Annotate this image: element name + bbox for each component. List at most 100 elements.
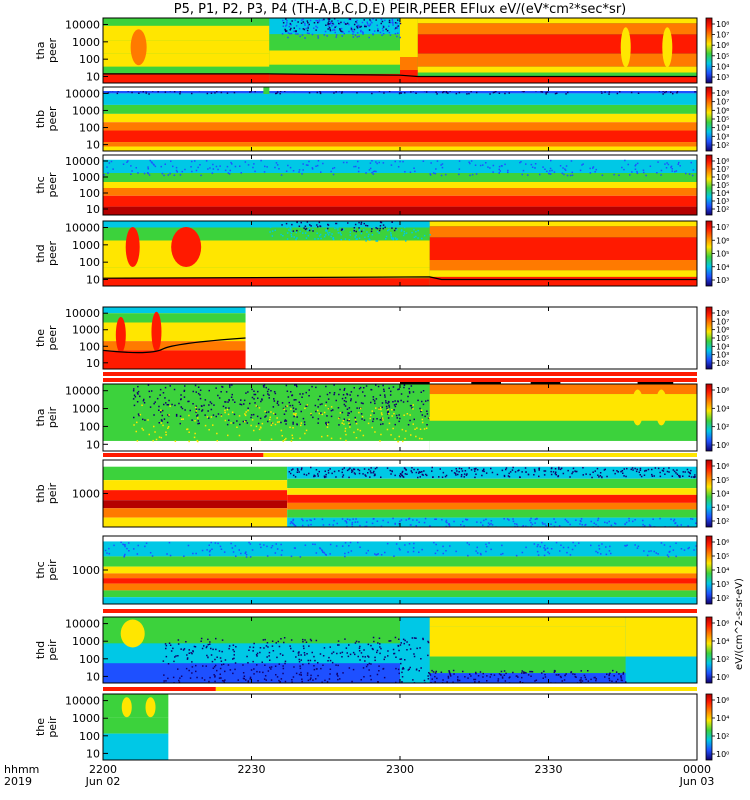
colorbar-tick-label: 10⁴ <box>716 566 729 575</box>
y-tick-label: 10 <box>86 357 100 370</box>
colorbar-tha_peir: 10⁶ 10⁴ 10² 10⁰ <box>705 383 729 452</box>
panel-thb_peir: 1000 thb peir 10⁶ 10⁵ 10⁴ 10³ 10² <box>34 459 729 528</box>
spectrogram-thc_peir <box>103 536 697 604</box>
colorbar-thb_peir: 10⁶ 10⁵ 10⁴ 10³ 10² <box>705 459 729 528</box>
colorbar-tick-label: 10⁴ <box>716 263 729 272</box>
x-tick-label: 2230 <box>238 763 266 776</box>
colorbar-tick-label: 10³ <box>716 351 729 360</box>
y-tick-label: 1000 <box>72 36 100 49</box>
x-axis-row-label-year: 2019 <box>4 775 32 788</box>
colorbar-tick-label: 10⁴ <box>716 637 729 646</box>
colorbar-tick-label: 10³ <box>716 580 729 589</box>
colorbar-tick-label: 10⁵ <box>716 115 729 124</box>
colorbar-tick-label: 10² <box>716 655 729 664</box>
y-tick-label: 10000 <box>65 618 100 631</box>
panel-label: thd <box>34 641 47 659</box>
panel-tha_peir: 10000 1000 100 10 tha peir 10⁶ 10⁴ 10² 10⁰ <box>34 383 729 452</box>
colorbar-tick-label: 10² <box>716 732 729 741</box>
colorbar-tick-label: 10⁵ <box>716 476 729 485</box>
panel-label: peir <box>46 559 59 581</box>
colorbar-tick-label: 10⁵ <box>716 250 729 259</box>
colorbar-tick-label: 10⁸ <box>716 157 729 166</box>
y-tick-label: 10 <box>86 139 100 152</box>
panel-thd_peir: 10000 1000 100 10 thd peir 10⁶ 10⁴ 10² 10⁰ <box>34 616 729 684</box>
y-tick-label: 10000 <box>65 19 100 32</box>
colorbar-tick-label: 10⁶ <box>716 236 729 245</box>
y-tick-label: 100 <box>79 53 100 66</box>
y-tick-label: 1000 <box>72 104 100 117</box>
panel-label: thb <box>34 484 47 502</box>
colorbar-tick-label: 10⁰ <box>716 750 729 759</box>
colorbar-tick-label: 10² <box>716 359 729 368</box>
panel-label: peir <box>46 716 59 738</box>
y-tick-label: 10 <box>86 438 100 451</box>
y-tick-label: 1000 <box>72 488 100 501</box>
y-tick-label: 10 <box>86 670 100 683</box>
colorbar-tick-label: 10⁷ <box>716 98 729 107</box>
y-tick-label: 1000 <box>72 635 100 648</box>
x-tick-label: 0000 <box>683 763 711 776</box>
colorbar-tick-label: 10⁰ <box>716 441 729 450</box>
y-tick-label: 1000 <box>72 712 100 725</box>
colorbar-the_peir: 10⁶ 10⁴ 10² 10⁰ <box>705 693 729 761</box>
y-tick-label: 10000 <box>65 695 100 708</box>
spectrogram-thd_peer <box>103 221 697 286</box>
spectrogram-thd_peir <box>103 617 697 683</box>
colorbar-tick-label: 10⁷ <box>716 317 729 326</box>
colorbar-tick-label: 10⁷ <box>716 165 729 174</box>
colorbar-tick-label: 10⁸ <box>716 89 729 98</box>
colorbar-tick-label: 10⁶ <box>716 106 729 115</box>
colorbar-tick-label: 10³ <box>716 197 729 206</box>
colorbar-tick-label: 10⁴ <box>716 342 729 351</box>
panel-label: peer <box>46 38 59 64</box>
colorbar-tick-label: 10⁵ <box>716 52 729 61</box>
colorbar-tick-label: 10³ <box>716 132 729 141</box>
panel-thb_peer: 10000 1000 100 10 thb peer 10⁸10⁷10⁶10⁵10⁴10³1… <box>34 86 729 152</box>
spectrogram-tha_peer <box>103 18 697 83</box>
y-tick-label: 100 <box>79 187 100 200</box>
colorbar-tick-label: 10⁴ <box>716 714 729 723</box>
panel-the_peer: 10000 1000 100 10 the peer 10⁸10⁷10⁶10⁵10⁴10³1… <box>34 306 729 370</box>
y-tick-label: 100 <box>79 653 100 666</box>
panel-label: the <box>34 329 47 347</box>
panel-label: thc <box>34 176 47 193</box>
panel-label: thc <box>34 561 47 578</box>
x-tick-label: 2330 <box>535 763 563 776</box>
colorbar-title: eV/(cm^2-s-sr-eV) <box>734 578 745 670</box>
y-tick-label: 1000 <box>72 564 100 577</box>
panel-the_peir: 10000 1000 100 10 the peir 10⁶ 10⁴ 10² 10⁰ <box>34 693 729 761</box>
y-tick-label: 10000 <box>65 222 100 235</box>
colorbar-tick-label: 10⁴ <box>716 404 729 413</box>
colorbar-tick-label: 10⁷ <box>716 223 729 232</box>
x-tick-label: 2200 <box>89 763 117 776</box>
x-axis-row-label-time: hhmm <box>4 763 39 776</box>
colorbar-tick-label: 10² <box>716 205 729 214</box>
colorbar-tick-label: 10² <box>716 141 729 150</box>
colorbar-tick-label: 10⁶ <box>716 696 729 705</box>
y-tick-label: 10000 <box>65 307 100 320</box>
x-tick-date-label: Jun 03 <box>679 775 715 788</box>
spectrogram-thb_peir <box>103 460 697 527</box>
panel-label: peir <box>46 639 59 661</box>
colorbar-tick-label: 10⁰ <box>716 673 729 682</box>
colorbar-tick-label: 10⁴ <box>716 62 729 71</box>
y-tick-label: 1000 <box>72 239 100 252</box>
spectrogram-tha_peir <box>103 384 697 451</box>
colorbar-tick-label: 10⁴ <box>716 189 729 198</box>
colorbar-tick-label: 10⁶ <box>716 619 729 628</box>
chart-title: P5, P1, P2, P3, P4 (TH-A,B,C,D,E) PEIR,P… <box>173 2 627 17</box>
colorbar-tick-label: 10⁸ <box>716 309 729 318</box>
y-tick-label: 10000 <box>65 385 100 398</box>
panel-label: the <box>34 718 47 736</box>
spectrogram-thb_peer <box>103 87 697 151</box>
y-tick-label: 10 <box>86 71 100 84</box>
x-tick-date-label: Jun 02 <box>85 775 121 788</box>
colorbar-tick-label: 10⁵ <box>716 552 729 561</box>
y-tick-label: 10 <box>86 747 100 760</box>
y-tick-label: 10 <box>86 203 100 216</box>
y-tick-label: 100 <box>79 730 100 743</box>
y-tick-label: 1000 <box>72 324 100 337</box>
